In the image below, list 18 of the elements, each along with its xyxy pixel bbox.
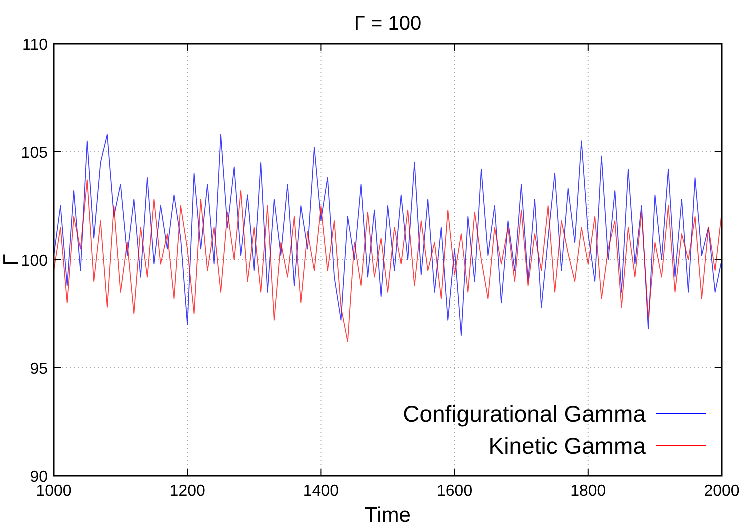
line-series (54, 180, 722, 343)
y-tick-label: 95 (30, 361, 48, 378)
x-tick-label: 2000 (704, 483, 740, 500)
x-tick-label: 1400 (303, 483, 340, 500)
x-tick-label: 1000 (36, 483, 72, 500)
x-tick-label: 1800 (570, 483, 606, 500)
legend-label: Configurational Gamma (403, 401, 646, 427)
x-tick-label: 1600 (437, 483, 473, 500)
legend-label: Kinetic Gamma (488, 433, 646, 459)
y-tick-label: 105 (21, 145, 48, 162)
y-tick-label: 100 (21, 253, 48, 270)
y-tick-label: 90 (30, 469, 48, 486)
chart-title: Γ = 100 (354, 13, 422, 35)
x-axis-title: Time (365, 504, 411, 525)
y-tick-label: 110 (22, 37, 48, 54)
line-series (54, 134, 722, 336)
x-tick-label: 1200 (170, 483, 206, 500)
y-axis-title: Γ (0, 254, 23, 266)
